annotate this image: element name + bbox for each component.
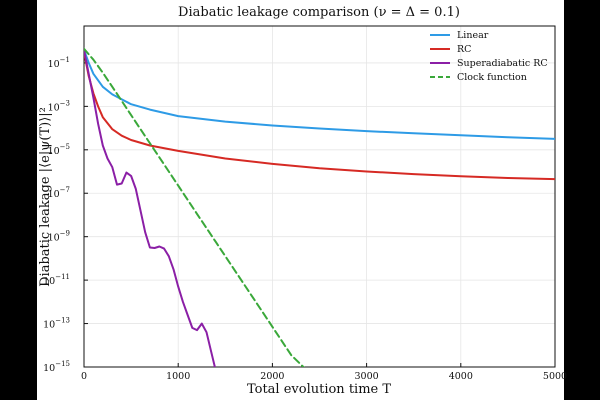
series-rc xyxy=(84,51,555,181)
x-tick-label: 4000 xyxy=(449,371,473,382)
legend: Linear RC Superadiabatic RC Clock functi… xyxy=(430,30,548,83)
y-axis-label: Diabatic leakage |⟨e|ψ(T)⟩|² xyxy=(38,107,53,287)
x-tick-label: 0 xyxy=(81,371,87,382)
x-tick-label: 5000 xyxy=(543,371,567,382)
legend-label-superadiabatic-rc: Superadiabatic RC xyxy=(457,58,548,69)
legend-label-linear: Linear xyxy=(457,30,489,41)
series-layer xyxy=(84,47,555,367)
legend-label-clock-function: Clock function xyxy=(457,72,527,83)
series-superadiabatic-rc xyxy=(84,48,216,367)
series-clock-function xyxy=(84,47,305,367)
x-axis-label: Total evolution time T xyxy=(247,382,391,397)
series-linear xyxy=(84,48,555,140)
figure-background xyxy=(37,0,564,400)
x-tick-label: 2000 xyxy=(260,371,284,382)
chart-title: Diabatic leakage comparison (ν = Δ = 0.1… xyxy=(178,5,460,20)
plot-frame xyxy=(83,25,556,368)
legend-label-rc: RC xyxy=(457,44,471,55)
x-tick-label: 3000 xyxy=(355,371,379,382)
x-tick-label: 1000 xyxy=(166,371,190,382)
